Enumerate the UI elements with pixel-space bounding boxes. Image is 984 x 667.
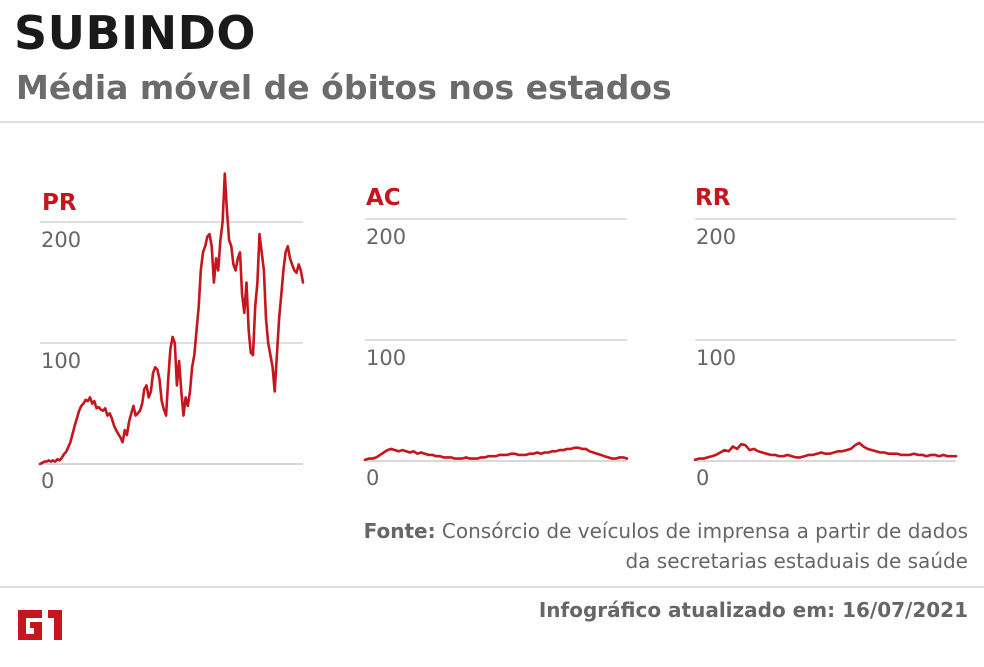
small-multiples-charts: 0 100 200 PR 0 100 200 AC 0 100 200 RR bbox=[38, 172, 958, 493]
updated-note: Infográfico atualizado em: 16/07/2021 bbox=[539, 598, 968, 622]
top-divider bbox=[0, 121, 984, 123]
panel-label: AC bbox=[366, 185, 401, 211]
y-tick-label: 0 bbox=[41, 469, 54, 493]
chart-title: SUBINDO bbox=[14, 6, 256, 60]
source-label: Fonte: bbox=[363, 519, 436, 543]
chart-subtitle: Média móvel de óbitos nos estados bbox=[16, 68, 672, 107]
bottom-divider bbox=[0, 586, 984, 588]
series-line bbox=[38, 172, 305, 466]
y-tick-label: 0 bbox=[366, 466, 379, 490]
chart-panel-ac: 0 100 200 AC bbox=[363, 185, 629, 490]
series-line bbox=[363, 446, 629, 462]
chart-panel-rr: 0 100 200 RR bbox=[693, 185, 958, 490]
series-line bbox=[693, 441, 958, 462]
panel-label: RR bbox=[695, 185, 731, 211]
chart-panel-pr: 0 100 200 PR bbox=[38, 172, 305, 493]
y-tick-label: 200 bbox=[41, 228, 81, 252]
source-text: Consórcio de veículos de imprensa a part… bbox=[441, 519, 968, 573]
panel-label: PR bbox=[42, 190, 77, 216]
y-tick-label: 100 bbox=[366, 346, 406, 370]
updated-label: Infográfico atualizado em: bbox=[538, 598, 836, 622]
g1-logo bbox=[18, 610, 62, 640]
updated-date: 16/07/2021 bbox=[842, 598, 968, 622]
y-tick-label: 200 bbox=[366, 225, 406, 249]
y-tick-label: 0 bbox=[696, 466, 709, 490]
source-note: Fonte: Consórcio de veículos de imprensa… bbox=[348, 516, 968, 576]
y-tick-label: 100 bbox=[696, 346, 736, 370]
y-tick-label: 100 bbox=[41, 349, 81, 373]
y-tick-label: 200 bbox=[696, 225, 736, 249]
